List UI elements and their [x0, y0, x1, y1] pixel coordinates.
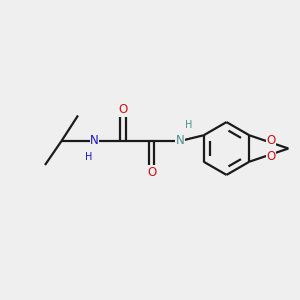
Text: O: O	[267, 150, 276, 163]
Text: O: O	[267, 134, 276, 147]
Text: O: O	[147, 166, 156, 179]
Text: H: H	[85, 152, 93, 163]
Text: H: H	[185, 120, 193, 130]
Text: N: N	[90, 134, 99, 148]
Text: N: N	[176, 134, 184, 148]
Text: O: O	[118, 103, 127, 116]
